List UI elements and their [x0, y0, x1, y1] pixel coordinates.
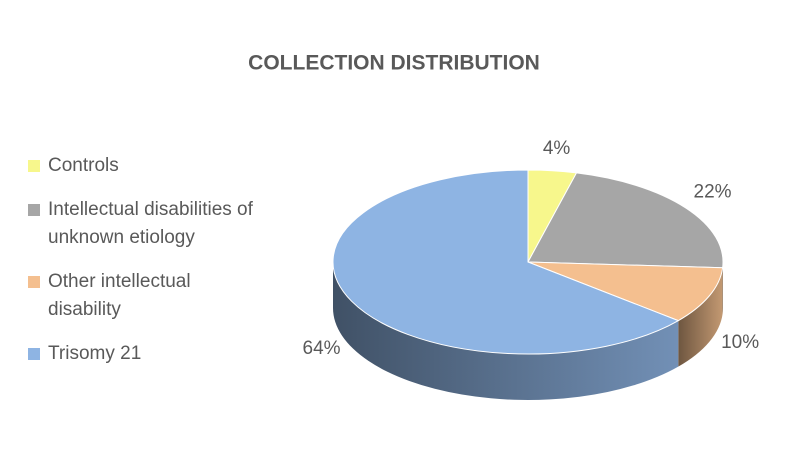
legend-swatch: [28, 276, 40, 288]
data-label: 64%: [303, 338, 341, 359]
pie-slice: [527, 261, 724, 322]
legend: Controls Intellectual disabilities of unk…: [28, 152, 256, 384]
chart-title: COLLECTION DISTRIBUTION: [248, 52, 540, 75]
legend-label: Controls: [48, 155, 119, 176]
data-label: 4%: [543, 138, 571, 159]
pie-slice: [332, 169, 680, 355]
legend-item: Trisomy 21: [28, 340, 256, 368]
legend-swatch: [28, 160, 40, 172]
data-label: 22%: [694, 182, 732, 203]
pie-side: [678, 267, 723, 367]
legend-item: Intellectual disabilities of unknown eti…: [28, 196, 256, 252]
legend-swatch: [28, 348, 40, 360]
legend-item: Other intellectual disability: [28, 268, 256, 324]
pie-slice: [527, 172, 724, 269]
legend-label: Other intellectual disability: [48, 271, 191, 320]
legend-label: Intellectual disabilities of unknown eti…: [48, 199, 253, 248]
legend-swatch: [28, 204, 40, 216]
legend-label: Trisomy 21: [48, 343, 142, 364]
legend-item: Controls: [28, 152, 256, 180]
data-label: 10%: [721, 332, 759, 353]
pie-side: [333, 262, 679, 400]
